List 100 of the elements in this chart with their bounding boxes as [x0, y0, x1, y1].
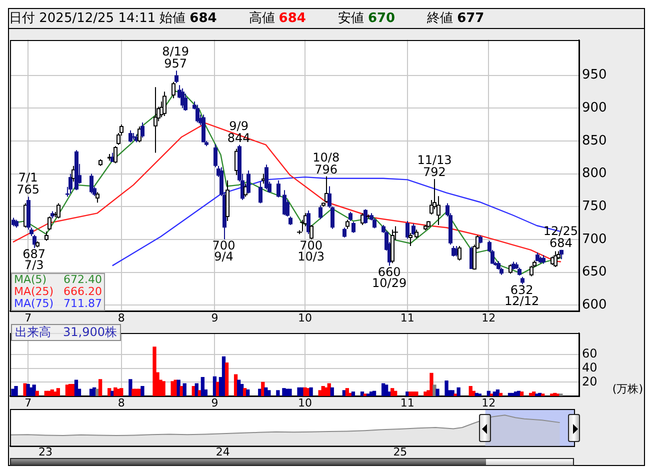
- x-tick-label: 23: [38, 445, 52, 458]
- bar: [345, 388, 350, 396]
- bar: [152, 346, 156, 396]
- candlestick: [68, 173, 72, 194]
- y-tick-label: 600: [582, 297, 607, 312]
- text: MA(75) 711.87: [14, 297, 102, 310]
- y-tick-label: 650: [582, 264, 607, 280]
- x-tick-label: 7: [24, 311, 32, 324]
- x-tick-label: 24: [216, 445, 230, 458]
- candlestick: [352, 221, 356, 234]
- candlestick: [90, 173, 94, 194]
- annotation: 9/9: [229, 118, 248, 133]
- candlestick: [318, 204, 322, 220]
- bar: [35, 390, 39, 396]
- x-tick-label: 10: [298, 311, 312, 324]
- x-tick-label: 11: [400, 396, 414, 410]
- y-tick-label: 800: [582, 166, 607, 182]
- bar: [32, 384, 36, 396]
- x-tick-label: 10: [298, 396, 312, 410]
- bar: [498, 392, 503, 396]
- bar: [444, 380, 448, 396]
- text: 始値 684: [160, 11, 217, 26]
- text: 安値 670: [338, 11, 396, 26]
- annotation: 765: [16, 182, 40, 197]
- bar: [276, 390, 280, 396]
- bar: [120, 388, 124, 396]
- y-tick-label: 750: [582, 198, 607, 214]
- bar: [450, 390, 454, 396]
- x-tick-label: 7: [24, 396, 32, 410]
- annotation: 796: [314, 162, 338, 176]
- y-tick-label: 700: [582, 232, 607, 247]
- y-tick-label: 900: [582, 100, 607, 116]
- annotation: 12/25: [543, 224, 578, 238]
- candlestick: [264, 164, 268, 190]
- y-tick-label: 950: [582, 68, 607, 83]
- bar: [98, 379, 102, 396]
- bar: [246, 389, 250, 396]
- annotation: 8/19: [162, 44, 190, 59]
- bar: [267, 390, 271, 396]
- bar: [372, 390, 376, 396]
- bar: [436, 388, 440, 396]
- candlestick: [406, 220, 410, 240]
- y-axis-title: (万株): [612, 382, 643, 396]
- x-tick-label: 9: [211, 311, 218, 324]
- bar: [288, 388, 292, 396]
- bar: [224, 362, 229, 396]
- y-tick-label: 850: [582, 133, 607, 148]
- bar: [14, 386, 18, 396]
- text: 終値 677: [427, 11, 484, 26]
- bar: [200, 377, 205, 396]
- candlestick: [174, 70, 178, 84]
- candlestick: [276, 180, 280, 198]
- bar: [194, 383, 198, 396]
- x-tick-label: 12: [482, 396, 496, 410]
- annotation: 844: [227, 130, 250, 145]
- candlestick: [258, 181, 262, 204]
- annotation: 7/1: [18, 170, 38, 185]
- candlestick: [196, 104, 200, 124]
- bar: [414, 392, 418, 396]
- y-tick-label: 20: [582, 374, 598, 388]
- bar: [162, 381, 166, 396]
- annotation: 11/13: [417, 153, 452, 168]
- bar: [170, 381, 174, 396]
- bar: [384, 384, 388, 396]
- bar: [330, 387, 334, 396]
- candlestick: [348, 211, 352, 222]
- x-tick-label: 11: [400, 311, 414, 324]
- candlestick: [306, 210, 310, 235]
- bar: [140, 386, 144, 396]
- chart-title: 日付 2025/12/25 14:11: [9, 11, 156, 26]
- x-tick-label: 8: [118, 396, 125, 410]
- chart-title: 出来高 31,900株: [11, 324, 121, 341]
- annotation: 684: [549, 236, 572, 250]
- y-tick-label: 40: [582, 360, 598, 375]
- bar: [430, 372, 434, 396]
- bar: [56, 388, 60, 396]
- text: 高値 684: [248, 11, 306, 26]
- candlestick: [364, 208, 368, 224]
- bar: [394, 390, 398, 396]
- bar: [432, 384, 436, 396]
- x-tick-label: 8: [118, 311, 125, 324]
- bar: [351, 392, 356, 396]
- bar: [128, 379, 132, 396]
- annotation: 792: [423, 165, 446, 180]
- candlestick: [412, 223, 416, 236]
- annotation: 957: [164, 56, 188, 71]
- annotation: 10/8: [312, 150, 340, 164]
- candlestick: [32, 234, 36, 248]
- candlestick: [342, 227, 346, 238]
- text: MA(5) 672.40: [14, 273, 102, 286]
- x-tick-label: 12: [482, 311, 496, 324]
- x-tick-label: 25: [393, 445, 408, 458]
- text: MA(25) 666.20: [14, 285, 102, 298]
- x-tick-label: 9: [211, 396, 218, 410]
- candlestick: [128, 130, 132, 143]
- bar: [309, 387, 313, 396]
- candlestick: [214, 144, 218, 168]
- candlestick: [246, 170, 250, 194]
- candlestick: [140, 122, 144, 138]
- bar: [182, 383, 186, 396]
